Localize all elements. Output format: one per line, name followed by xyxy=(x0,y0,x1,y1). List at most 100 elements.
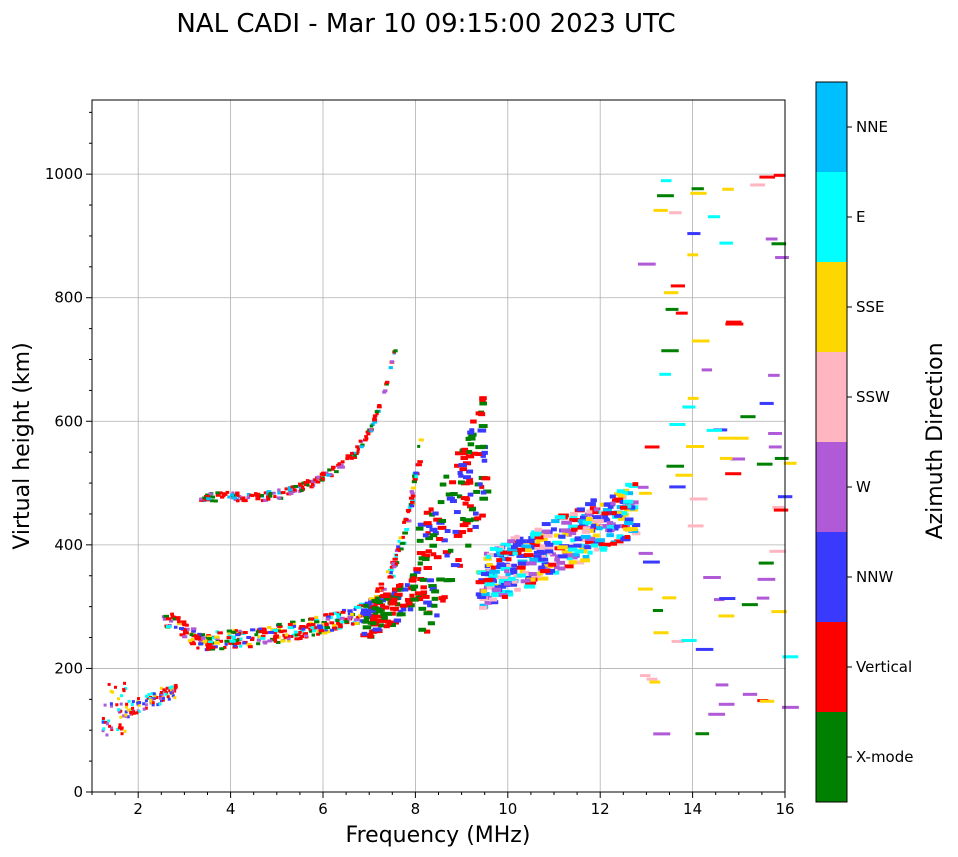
echo-point xyxy=(390,620,399,625)
echo-point xyxy=(440,598,446,603)
echo-point xyxy=(355,445,360,449)
echo-point xyxy=(364,435,368,439)
echo-point xyxy=(353,453,357,457)
echo-point xyxy=(411,480,417,484)
echo-point xyxy=(529,532,541,537)
echo-point xyxy=(560,528,567,533)
colorbar-swatch-vertical xyxy=(816,622,847,712)
echo-point xyxy=(468,507,476,512)
echo-point xyxy=(539,555,546,560)
echo-point xyxy=(268,492,273,496)
echo-point xyxy=(318,476,323,480)
echo-point xyxy=(309,485,314,489)
echo-point xyxy=(501,594,508,599)
echo-point xyxy=(467,480,474,485)
echo-point xyxy=(462,475,471,480)
echo-point xyxy=(110,704,114,708)
echo-point xyxy=(741,603,758,607)
echo-point xyxy=(171,689,175,693)
echo-point xyxy=(477,594,487,599)
echo-point xyxy=(149,698,153,702)
echo-point xyxy=(485,595,492,600)
echo-point xyxy=(544,545,554,550)
echo-point xyxy=(431,596,439,601)
echo-point xyxy=(311,480,316,484)
echo-point xyxy=(162,688,166,692)
echo-point xyxy=(250,628,256,632)
echo-point xyxy=(153,694,157,698)
echo-point xyxy=(381,615,388,620)
echo-point xyxy=(624,517,634,522)
echo-point xyxy=(373,416,377,420)
echo-point xyxy=(485,572,494,577)
echo-point xyxy=(300,618,305,622)
echo-point xyxy=(619,505,628,510)
echo-point xyxy=(475,592,483,597)
echo-point xyxy=(194,637,200,641)
echo-point xyxy=(351,622,355,626)
echo-point xyxy=(124,713,128,717)
echo-point xyxy=(412,474,417,478)
echo-point xyxy=(369,629,377,634)
echo-point xyxy=(129,710,133,714)
echo-point xyxy=(370,423,375,427)
echo-point xyxy=(367,614,373,619)
echo-point xyxy=(224,642,228,646)
echo-point xyxy=(314,615,319,619)
echo-point xyxy=(268,630,274,634)
echo-point xyxy=(500,550,511,555)
echo-point xyxy=(478,412,486,417)
echo-point xyxy=(363,612,372,617)
echo-point xyxy=(653,732,671,736)
echo-point xyxy=(312,629,317,633)
echo-point xyxy=(420,590,428,595)
echo-point xyxy=(234,629,238,633)
echo-point xyxy=(580,534,591,539)
echo-point xyxy=(496,552,504,557)
echo-point xyxy=(205,643,211,647)
echo-point xyxy=(314,620,320,624)
echo-point xyxy=(364,601,372,606)
echo-point xyxy=(659,372,672,376)
echo-point xyxy=(235,499,240,503)
y-tick-label: 0 xyxy=(73,783,83,801)
echo-point xyxy=(404,527,410,531)
echo-point xyxy=(137,703,141,707)
echo-point xyxy=(662,596,677,600)
echo-point xyxy=(396,545,401,549)
echo-point xyxy=(301,627,306,631)
echo-point xyxy=(722,187,734,191)
echo-point xyxy=(582,554,590,559)
echo-point xyxy=(367,634,374,639)
echo-point xyxy=(618,493,625,498)
echo-point xyxy=(774,456,789,460)
echo-point xyxy=(669,422,686,426)
echo-point xyxy=(363,438,368,442)
echo-point xyxy=(398,609,404,614)
echo-point xyxy=(363,603,369,608)
echo-point xyxy=(457,480,465,485)
echo-point xyxy=(160,692,164,696)
echo-point xyxy=(148,697,152,701)
echo-point xyxy=(317,626,324,630)
echo-point xyxy=(454,463,460,468)
echo-point xyxy=(362,625,372,630)
echo-point xyxy=(537,537,548,542)
echo-point xyxy=(580,558,590,563)
echo-point xyxy=(190,642,196,646)
echo-point xyxy=(631,531,641,536)
echo-point xyxy=(467,442,475,447)
echo-point xyxy=(210,636,216,640)
echo-point xyxy=(207,497,211,501)
echo-point xyxy=(253,493,258,497)
echo-point xyxy=(163,614,170,618)
echo-point xyxy=(107,682,111,686)
echo-point xyxy=(218,639,224,643)
echo-point xyxy=(324,626,331,630)
echo-point xyxy=(356,447,360,451)
echo-point xyxy=(511,579,518,584)
echo-point xyxy=(509,570,518,575)
echo-point xyxy=(550,527,557,532)
echo-point xyxy=(325,617,331,621)
echo-point xyxy=(242,631,248,635)
